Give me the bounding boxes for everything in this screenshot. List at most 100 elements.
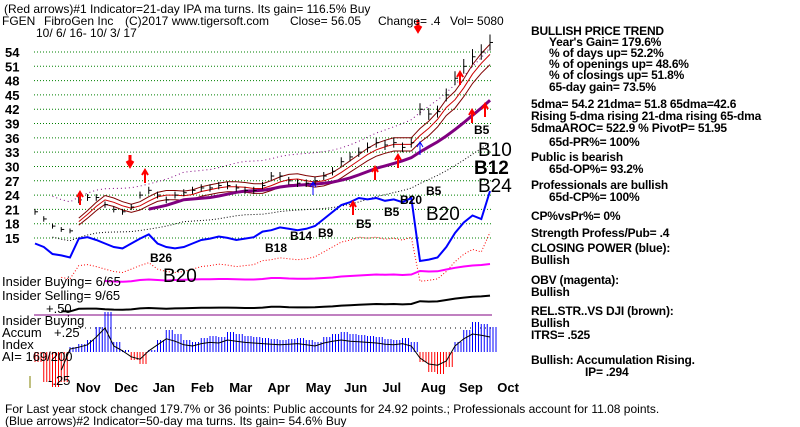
copyright: (C)2017 www.tigersoft.com bbox=[125, 14, 270, 28]
close-value: Close= 56.05 bbox=[290, 14, 362, 28]
strength-ratio: Strength Profess/Pub= .4 bbox=[531, 226, 670, 240]
red-up-arrow bbox=[394, 153, 402, 168]
obv-state: Bullish bbox=[531, 285, 570, 299]
insider-buying-2: Insider Buying bbox=[2, 313, 85, 328]
ma65-line bbox=[148, 99, 491, 211]
red-down-arrow bbox=[125, 155, 135, 169]
lower-band-line bbox=[52, 141, 491, 242]
signal-label: B5 bbox=[356, 217, 372, 231]
pr-percent: 65d-PR%= 100% bbox=[549, 135, 640, 149]
y-tick-label: 21 bbox=[5, 202, 19, 217]
years-gain: Year's Gain= 179.6% bbox=[549, 35, 662, 49]
signal-label: B18 bbox=[265, 241, 287, 255]
ma-upper-line bbox=[78, 43, 491, 219]
signal-label: B9 bbox=[318, 226, 334, 240]
red-up-arrow bbox=[481, 102, 489, 117]
y-tick-label: 18 bbox=[5, 217, 19, 232]
openings-up: % of openings up= 48.6% bbox=[549, 57, 689, 71]
signal-label: B10 bbox=[478, 140, 512, 161]
plus25-label: +.25 bbox=[54, 325, 80, 340]
y-tick-label: 36 bbox=[5, 131, 19, 146]
signal-label: B20 bbox=[426, 204, 460, 225]
relstr-label: REL.STR..VS DJI (brown): bbox=[531, 304, 674, 318]
ticker: FGEN bbox=[2, 14, 36, 28]
signal-label: B24 bbox=[478, 176, 512, 197]
closing-power-state: Bullish bbox=[531, 253, 570, 267]
y-tick-label: 27 bbox=[5, 174, 19, 189]
upper-band-line bbox=[52, 47, 491, 203]
x-tick-label: Jan bbox=[153, 380, 175, 395]
change-value: Change= .4 bbox=[378, 14, 441, 28]
red-up-arrow bbox=[456, 70, 464, 85]
op-percent: 65d-OP%= 93.2% bbox=[549, 162, 644, 176]
blue-up-arrow bbox=[309, 181, 317, 195]
y-tick-label: 24 bbox=[5, 188, 20, 203]
minus25-label: -.25 bbox=[48, 373, 71, 388]
cp-vs-pr: CP%vsPr%= 0% bbox=[531, 209, 621, 223]
date-range: 10/ 6/ 16- 10/ 3/ 17 bbox=[36, 26, 137, 40]
x-tick-label: Jun bbox=[344, 380, 367, 395]
y-tick-label: 33 bbox=[5, 145, 19, 160]
signal-label: B5 bbox=[384, 205, 400, 219]
y-tick-label: 39 bbox=[5, 117, 19, 132]
moving-averages: 5dma= 54.2 21dma= 51.8 65dma=42.6 bbox=[531, 97, 737, 111]
y-tick-label: 45 bbox=[5, 88, 19, 103]
red-up-arrow bbox=[371, 165, 379, 180]
accumulation-status: Bullish: Accumulation Rising. bbox=[531, 353, 695, 367]
accum-ma-line bbox=[60, 327, 491, 371]
ma-line bbox=[78, 54, 491, 222]
signal-label: B26 bbox=[150, 251, 172, 265]
y-tick-label: 42 bbox=[5, 102, 19, 117]
signal-label: B5 bbox=[426, 184, 442, 198]
y-tick-label: 30 bbox=[5, 159, 19, 174]
x-tick-label: Nov bbox=[76, 380, 101, 395]
insider-buying: Insider Buying= 6/65 bbox=[2, 274, 121, 289]
plus50-label: +.50 bbox=[46, 301, 72, 316]
closing-power-label: CLOSING POWER (blue): bbox=[531, 241, 671, 255]
red-up-arrow bbox=[349, 200, 357, 215]
closing-power-line bbox=[34, 190, 491, 263]
aroc-pivot: 5dmaAROC= 522.9 % PivotP= 51.95 bbox=[531, 121, 727, 135]
closings-up: % of closings up= 51.8% bbox=[549, 68, 685, 82]
x-tick-label: Jul bbox=[382, 380, 401, 395]
indicator-1-text: (Red arrows)#1 Indicator=21-day IPA ma t… bbox=[4, 2, 371, 16]
insider-selling: Insider Selling= 9/65 bbox=[2, 288, 121, 303]
y-tick-label: 48 bbox=[5, 74, 19, 89]
x-tick-label: Apr bbox=[268, 380, 290, 395]
public-status: Public is bearish bbox=[531, 150, 623, 164]
gain-65day: 65-day gain= 73.5% bbox=[549, 80, 656, 94]
x-tick-label: Sep bbox=[459, 380, 483, 395]
red-up-arrow bbox=[141, 168, 149, 183]
closing-power-ma-line bbox=[61, 232, 491, 282]
x-tick-label: May bbox=[306, 380, 332, 395]
y-tick-label: 15 bbox=[5, 231, 19, 246]
red-down-arrow bbox=[413, 20, 423, 34]
days-up: % of days up= 52.2% bbox=[549, 46, 664, 60]
x-tick-label: Dec bbox=[114, 380, 138, 395]
x-tick-label: Mar bbox=[229, 380, 252, 395]
signal-label: B14 bbox=[290, 229, 312, 243]
relative-strength-line bbox=[61, 294, 491, 313]
obv-label: OBV (magenta): bbox=[531, 273, 619, 287]
trend-title: BULLISH PRICE TREND bbox=[531, 24, 664, 38]
accum-label: Accum bbox=[2, 325, 42, 340]
indicator-2-text: (Blue arrows)#2 Indicator=50-day ma turn… bbox=[5, 414, 347, 427]
company-name: FibroGen Inc bbox=[44, 14, 114, 28]
index-label: Index bbox=[2, 337, 34, 352]
y-tick-label: 54 bbox=[5, 45, 20, 60]
red-up-arrow bbox=[468, 108, 476, 123]
obv-line bbox=[104, 263, 491, 283]
ip-value: IP= .294 bbox=[585, 365, 629, 379]
relstr-state: Bullish bbox=[531, 316, 570, 330]
itrs-value: ITRS= .525 bbox=[531, 328, 591, 342]
blue-up-arrow bbox=[416, 141, 424, 155]
red-up-arrow bbox=[76, 190, 84, 205]
x-tick-label: Oct bbox=[497, 380, 519, 395]
volume-value: Vol= 5080 bbox=[450, 14, 504, 28]
professionals-status: Professionals are bullish bbox=[531, 178, 669, 192]
ai-value: AI= 169/200 bbox=[2, 349, 73, 364]
signal-label: B5 bbox=[474, 123, 490, 137]
x-tick-label: Feb bbox=[191, 380, 214, 395]
footer-summary: For Last year stock changed 179.7% or 36… bbox=[5, 402, 660, 416]
